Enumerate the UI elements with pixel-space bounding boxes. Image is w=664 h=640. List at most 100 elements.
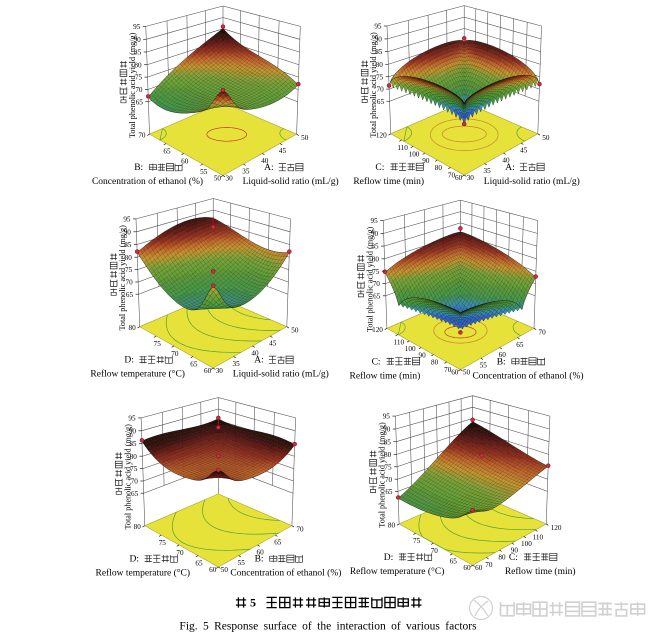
svg-text:Liquid-solid ratio (mL/g): Liquid-solid ratio (mL/g) <box>243 176 339 187</box>
svg-text:70: 70 <box>444 366 452 374</box>
svg-text:Liquid-solid ratio (mL/g): Liquid-solid ratio (mL/g) <box>484 176 580 187</box>
svg-text:45: 45 <box>520 147 528 155</box>
svg-text:85: 85 <box>384 438 392 446</box>
svg-text:65: 65 <box>195 560 203 568</box>
svg-text:Concentration of ethanol (%): Concentration of ethanol (%) <box>92 176 203 187</box>
svg-text:70: 70 <box>448 171 456 179</box>
svg-text:90: 90 <box>375 36 383 44</box>
svg-text:85: 85 <box>129 440 137 448</box>
svg-text:70: 70 <box>131 478 139 486</box>
svg-text:Reflow temperature (°C): Reflow temperature (°C) <box>96 568 191 579</box>
svg-text:55: 55 <box>480 362 488 370</box>
svg-text:60: 60 <box>181 157 189 165</box>
svg-text:95: 95 <box>123 216 131 224</box>
svg-text:90: 90 <box>511 547 519 555</box>
svg-text:80: 80 <box>134 523 142 531</box>
svg-text:60: 60 <box>451 369 459 377</box>
svg-text:90: 90 <box>134 36 142 44</box>
svg-text:50: 50 <box>291 327 299 335</box>
svg-text:50: 50 <box>301 134 309 142</box>
svg-text:120: 120 <box>372 326 383 334</box>
svg-text:70: 70 <box>138 132 146 140</box>
svg-text:70: 70 <box>126 279 134 287</box>
svg-text:90: 90 <box>129 427 137 435</box>
svg-text:65: 65 <box>450 558 458 566</box>
svg-text:Fig. 5 Response surface of t: Fig. 5 Response surface of the interacti… <box>179 621 477 633</box>
svg-text:80: 80 <box>125 254 133 262</box>
svg-text:30: 30 <box>467 174 475 182</box>
svg-text:95: 95 <box>374 23 382 31</box>
svg-text:C:: C: <box>372 357 381 367</box>
svg-text:80: 80 <box>435 164 443 172</box>
svg-text:100: 100 <box>409 150 420 158</box>
svg-text:60: 60 <box>209 566 217 574</box>
svg-text:120: 120 <box>376 131 387 139</box>
svg-text:80: 80 <box>129 324 137 332</box>
svg-text:75: 75 <box>135 74 143 82</box>
svg-text:80: 80 <box>431 359 439 367</box>
svg-text:85: 85 <box>134 49 142 57</box>
svg-text:80: 80 <box>372 255 380 263</box>
svg-text:65: 65 <box>377 98 385 106</box>
svg-text:Liquid-solid ratio (mL/g): Liquid-solid ratio (mL/g) <box>233 369 329 380</box>
svg-text:B:: B: <box>497 357 506 367</box>
svg-text:100: 100 <box>521 540 532 548</box>
svg-text:65: 65 <box>126 291 134 299</box>
svg-text:70: 70 <box>171 350 179 358</box>
svg-text:Total phenolic acid yield (mg/: Total phenolic acid yield (mg/g) <box>369 32 378 138</box>
svg-text:65: 65 <box>131 490 139 498</box>
svg-text:80: 80 <box>498 554 506 562</box>
svg-text:Total phenolic acid yield (mg/: Total phenolic acid yield (mg/g) <box>365 226 374 332</box>
svg-text:35: 35 <box>242 168 250 176</box>
svg-text:65: 65 <box>385 488 393 496</box>
svg-text:70: 70 <box>485 561 493 569</box>
svg-text:40: 40 <box>502 157 510 165</box>
svg-text:85: 85 <box>371 243 379 251</box>
svg-text:70: 70 <box>135 86 143 94</box>
svg-text:60: 60 <box>455 174 463 182</box>
svg-text:35: 35 <box>233 360 241 368</box>
svg-text:Reflow time (min): Reflow time (min) <box>505 566 576 577</box>
svg-text:75: 75 <box>130 465 138 473</box>
svg-text:60: 60 <box>257 548 265 556</box>
svg-text:65: 65 <box>163 148 171 156</box>
svg-text:Total phenolic acid yield (mg/: Total phenolic acid yield (mg/g) <box>118 225 127 331</box>
svg-text:Reflow temperature (°C): Reflow temperature (°C) <box>90 369 185 380</box>
svg-text:70: 70 <box>539 328 547 336</box>
svg-text:65: 65 <box>136 98 144 106</box>
svg-text:Reflow time (min): Reflow time (min) <box>353 176 424 187</box>
svg-text:Concentration of ethanol (%): Concentration of ethanol (%) <box>230 568 341 579</box>
svg-text:85: 85 <box>375 48 383 56</box>
svg-text:80: 80 <box>388 521 396 529</box>
svg-text:80: 80 <box>376 61 384 69</box>
svg-text:30: 30 <box>216 367 224 375</box>
svg-text:Reflow time (min): Reflow time (min) <box>350 370 421 381</box>
svg-text:90: 90 <box>422 157 430 165</box>
svg-text:90: 90 <box>383 426 391 434</box>
svg-text:Total phenolic acid yield (mg/: Total phenolic acid yield (mg/g) <box>123 424 132 530</box>
svg-text:110: 110 <box>397 144 408 152</box>
svg-text:60: 60 <box>475 564 483 572</box>
svg-text:55: 55 <box>238 559 246 567</box>
svg-text:110: 110 <box>394 338 405 346</box>
svg-text:5: 5 <box>250 596 256 610</box>
svg-text:B:: B: <box>255 555 264 565</box>
svg-text:60: 60 <box>499 351 507 359</box>
svg-text:75: 75 <box>154 340 162 348</box>
svg-text:110: 110 <box>533 534 544 542</box>
svg-text:40: 40 <box>251 349 259 357</box>
svg-text:Concentration of ethanol (%): Concentration of ethanol (%) <box>472 370 583 381</box>
svg-text:A:: A: <box>264 163 274 173</box>
svg-text:90: 90 <box>371 230 379 238</box>
svg-text:80: 80 <box>130 453 138 461</box>
svg-text:D:: D: <box>124 356 133 366</box>
svg-text:95: 95 <box>383 413 391 421</box>
svg-text:65: 65 <box>516 341 524 349</box>
svg-text:95: 95 <box>133 23 141 31</box>
svg-text:70: 70 <box>377 86 385 94</box>
svg-text:120: 120 <box>551 524 562 532</box>
svg-text:65: 65 <box>373 292 381 300</box>
svg-text:Total phenolic acid yield (mg/: Total phenolic acid yield (mg/g) <box>378 422 387 528</box>
svg-text:C:: C: <box>375 163 384 173</box>
svg-text:80: 80 <box>384 451 392 459</box>
